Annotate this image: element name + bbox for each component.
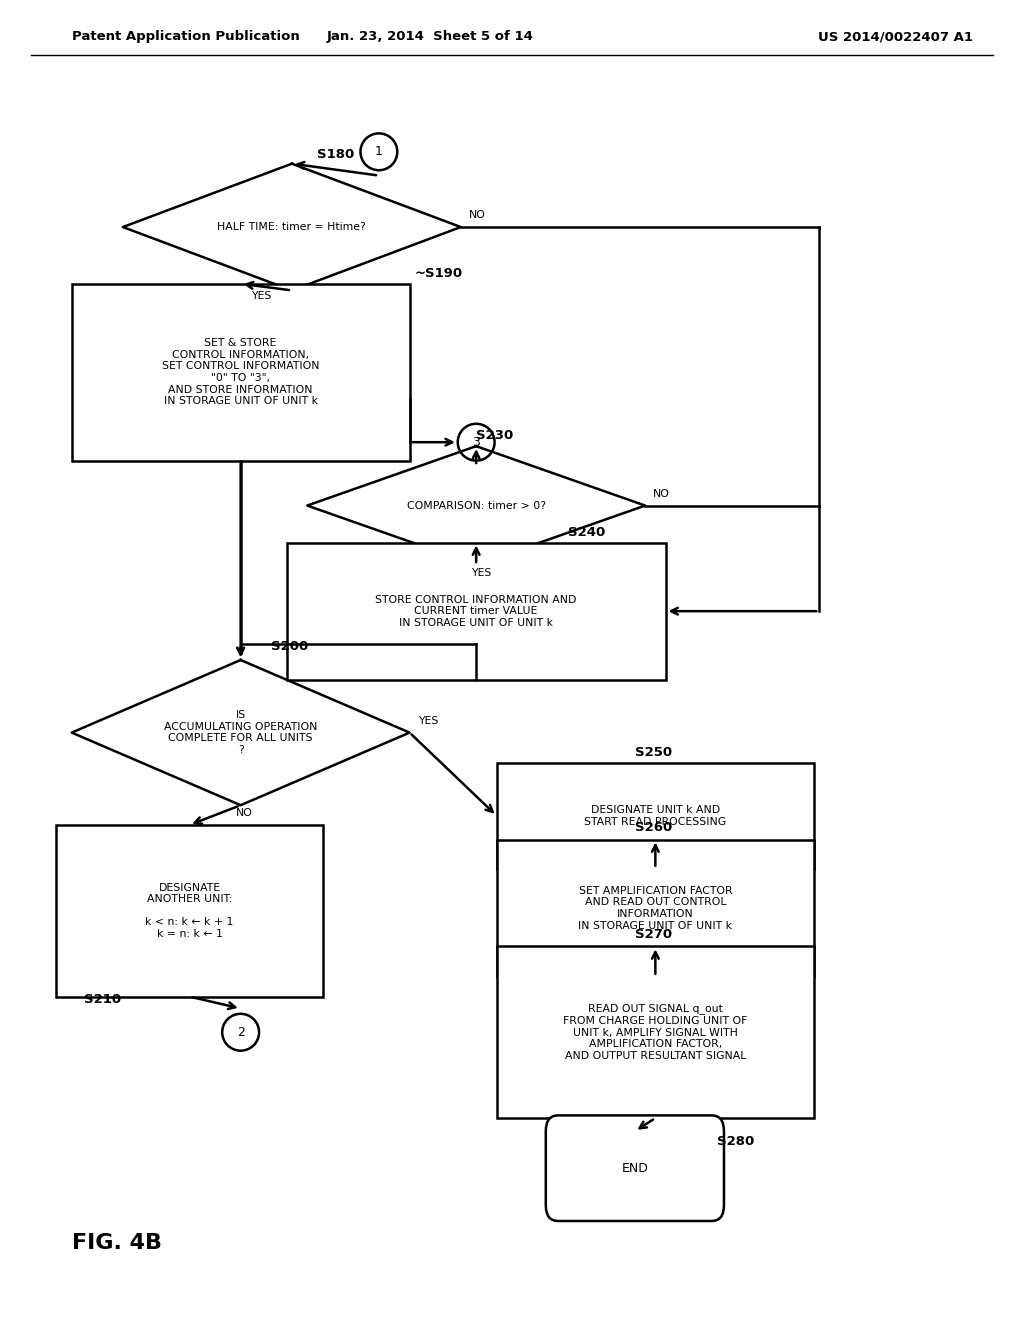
Text: DESIGNATE
ANOTHER UNIT:

k < n: k ← k + 1
k = n: k ← 1: DESIGNATE ANOTHER UNIT: k < n: k ← k + 1… <box>145 883 233 939</box>
Text: NO: NO <box>469 210 485 220</box>
Text: S270: S270 <box>635 928 672 941</box>
Text: COMPARISON: timer > 0?: COMPARISON: timer > 0? <box>407 500 546 511</box>
Text: 2: 2 <box>237 1026 245 1039</box>
Text: S210: S210 <box>84 993 121 1006</box>
FancyBboxPatch shape <box>72 284 410 461</box>
Text: US 2014/0022407 A1: US 2014/0022407 A1 <box>818 30 973 44</box>
FancyBboxPatch shape <box>497 946 814 1118</box>
Text: S250: S250 <box>635 746 672 759</box>
Text: 1: 1 <box>375 145 383 158</box>
Text: S200: S200 <box>271 640 308 653</box>
Text: Patent Application Publication: Patent Application Publication <box>72 30 299 44</box>
Text: END: END <box>622 1162 648 1175</box>
Text: NO: NO <box>236 808 252 818</box>
Text: S230: S230 <box>476 429 513 442</box>
Text: S180: S180 <box>317 148 354 161</box>
Text: FIG. 4B: FIG. 4B <box>72 1233 162 1254</box>
Text: S260: S260 <box>635 821 672 834</box>
Text: S240: S240 <box>568 525 605 539</box>
Text: YES: YES <box>418 715 438 726</box>
Text: YES: YES <box>471 568 492 578</box>
Text: ~S190: ~S190 <box>415 267 463 280</box>
Text: NO: NO <box>653 488 670 499</box>
Text: S280: S280 <box>717 1135 754 1148</box>
Text: Jan. 23, 2014  Sheet 5 of 14: Jan. 23, 2014 Sheet 5 of 14 <box>327 30 534 44</box>
FancyBboxPatch shape <box>546 1115 724 1221</box>
Text: READ OUT SIGNAL q_out
FROM CHARGE HOLDING UNIT OF
UNIT k, AMPLIFY SIGNAL WITH
AM: READ OUT SIGNAL q_out FROM CHARGE HOLDIN… <box>563 1003 748 1061</box>
Text: 3: 3 <box>472 436 480 449</box>
FancyBboxPatch shape <box>497 840 814 977</box>
Text: SET & STORE
CONTROL INFORMATION,
SET CONTROL INFORMATION
"0" TO "3",
AND STORE I: SET & STORE CONTROL INFORMATION, SET CON… <box>162 338 319 407</box>
Text: SET AMPLIFICATION FACTOR
AND READ OUT CONTROL
INFORMATION
IN STORAGE UNIT OF UNI: SET AMPLIFICATION FACTOR AND READ OUT CO… <box>579 886 732 931</box>
FancyBboxPatch shape <box>56 825 323 997</box>
FancyBboxPatch shape <box>497 763 814 869</box>
Text: DESIGNATE UNIT k AND
START READ PROCESSING: DESIGNATE UNIT k AND START READ PROCESSI… <box>585 805 726 826</box>
Text: STORE CONTROL INFORMATION AND
CURRENT timer VALUE
IN STORAGE UNIT OF UNIT k: STORE CONTROL INFORMATION AND CURRENT ti… <box>376 594 577 628</box>
Text: IS
ACCUMULATING OPERATION
COMPLETE FOR ALL UNITS
?: IS ACCUMULATING OPERATION COMPLETE FOR A… <box>164 710 317 755</box>
Text: YES: YES <box>251 290 271 301</box>
FancyBboxPatch shape <box>287 543 666 680</box>
Text: HALF TIME: timer = Htime?: HALF TIME: timer = Htime? <box>217 222 367 232</box>
